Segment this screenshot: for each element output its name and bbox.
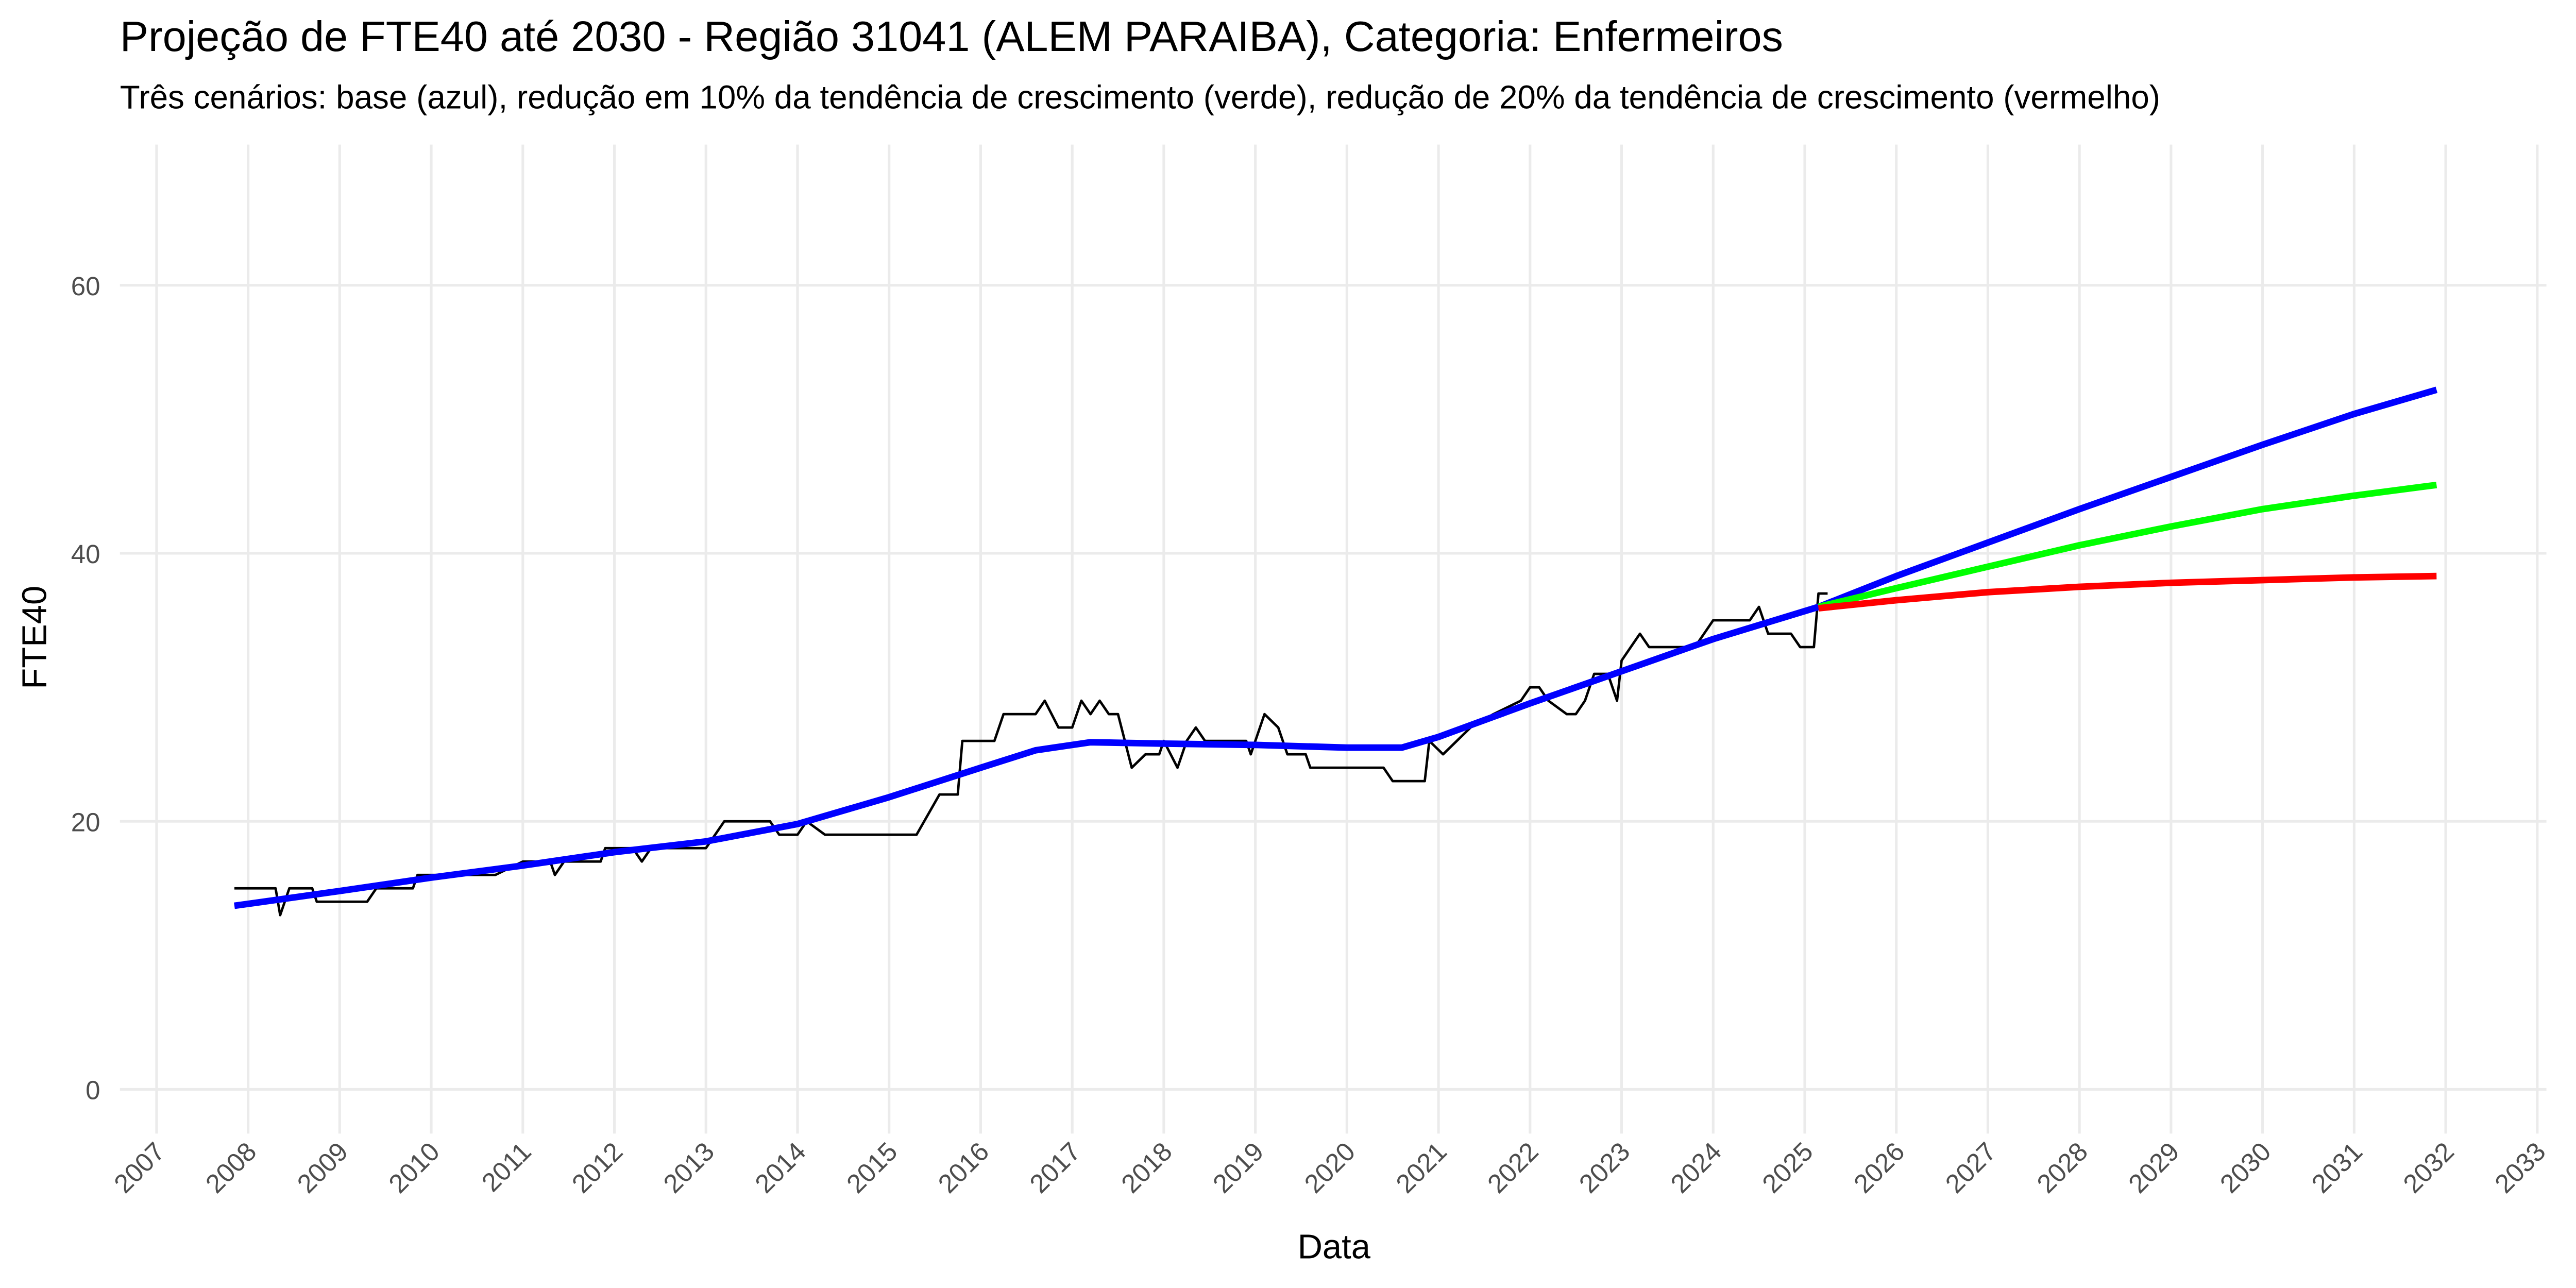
x-axis-label: Data xyxy=(1298,1228,1371,1266)
series-line xyxy=(234,386,2438,909)
y-tick-label: 0 xyxy=(86,1076,100,1105)
series-line xyxy=(1818,572,2437,612)
y-tick-label: 60 xyxy=(71,272,100,301)
chart-title: Projeção de FTE40 até 2030 - Região 3104… xyxy=(120,12,1783,60)
y-axis-label: FTE40 xyxy=(15,586,54,689)
chart-subtitle: Três cenários: base (azul), redução em 1… xyxy=(120,78,2160,115)
y-tick-label: 20 xyxy=(71,807,100,837)
series-line xyxy=(1818,481,2437,611)
y-tick-label: 40 xyxy=(71,539,100,569)
plot-area xyxy=(234,386,2438,917)
